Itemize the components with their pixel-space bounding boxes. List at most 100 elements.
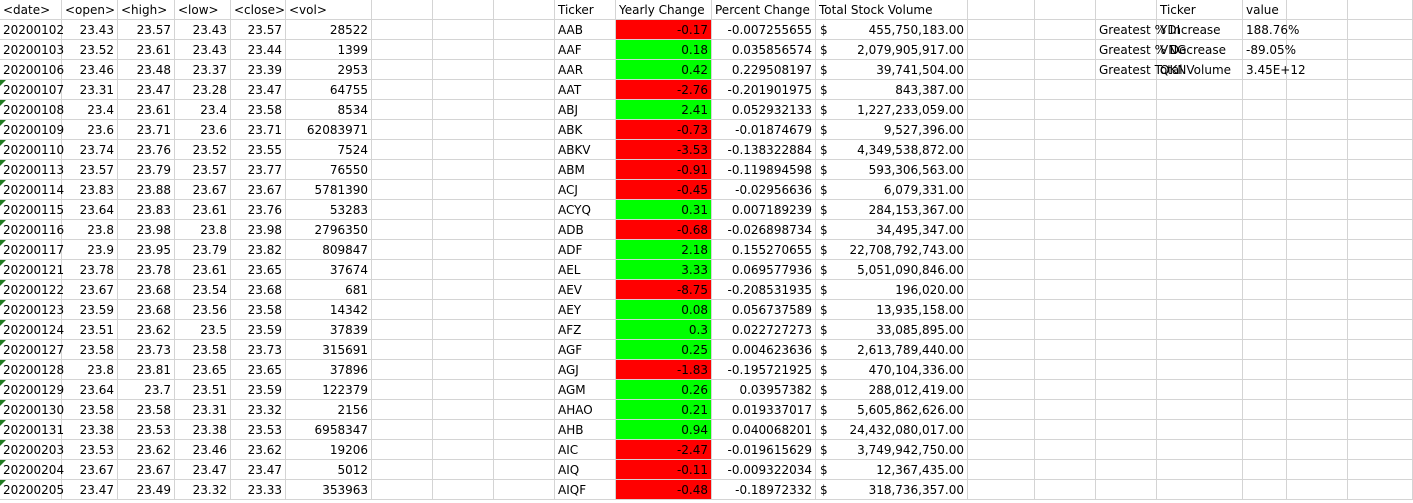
empty-cell[interactable] — [1157, 360, 1243, 380]
stock-value-cell[interactable]: 23.58 — [231, 100, 286, 120]
empty-cell[interactable] — [968, 280, 1035, 300]
date-cell[interactable]: 20200113 — [0, 160, 64, 180]
stock-value-cell[interactable]: 23.71 — [118, 120, 175, 140]
empty-cell[interactable] — [1348, 480, 1413, 500]
stock-value-cell[interactable]: 23.65 — [231, 260, 286, 280]
percent-change-cell[interactable]: -0.026898734 — [712, 220, 816, 240]
total-volume-cell[interactable]: 3,749,942,750.00 $ — [816, 440, 968, 460]
empty-cell[interactable] — [433, 220, 494, 240]
stock-value-cell[interactable]: 23.78 — [118, 260, 175, 280]
greatest-label-cell[interactable]: Greatest % Increase — [1096, 20, 1221, 40]
date-cell[interactable]: 20200117 — [0, 240, 64, 260]
empty-cell[interactable] — [1096, 120, 1157, 140]
empty-cell[interactable] — [968, 160, 1035, 180]
total-volume-cell[interactable]: 4,349,538,872.00 $ — [816, 140, 968, 160]
empty-cell[interactable] — [1035, 60, 1096, 80]
stock-value-cell[interactable]: 7524 — [286, 140, 372, 160]
date-cell[interactable]: 20200205 — [0, 480, 64, 500]
empty-cell[interactable] — [372, 400, 433, 420]
stock-value-cell[interactable]: 23.47 — [175, 460, 231, 480]
empty-cell[interactable] — [1035, 460, 1096, 480]
empty-cell[interactable] — [1287, 480, 1348, 500]
date-cell[interactable]: 20200123 — [0, 300, 64, 320]
empty-cell[interactable] — [372, 100, 433, 120]
stock-value-cell[interactable]: 23.64 — [62, 200, 118, 220]
stock-value-cell[interactable]: 23.73 — [231, 340, 286, 360]
empty-cell[interactable] — [1096, 160, 1157, 180]
empty-cell[interactable] — [1035, 280, 1096, 300]
empty-cell[interactable] — [1348, 40, 1413, 60]
date-cell[interactable]: 20200122 — [0, 280, 64, 300]
total-volume-cell[interactable]: 288,012,419.00 $ — [816, 380, 968, 400]
empty-cell[interactable] — [1348, 120, 1413, 140]
empty-cell[interactable] — [494, 380, 555, 400]
stock-value-cell[interactable]: 23.68 — [118, 280, 175, 300]
greatest-value-cell[interactable]: -89.05% — [1243, 40, 1296, 60]
yearly-change-cell[interactable]: 0.25 — [616, 340, 712, 360]
empty-cell[interactable] — [968, 180, 1035, 200]
empty-cell[interactable] — [968, 360, 1035, 380]
empty-cell[interactable] — [1157, 420, 1243, 440]
empty-cell[interactable] — [1096, 300, 1157, 320]
empty-cell[interactable] — [1348, 140, 1413, 160]
stock-value-cell[interactable]: 23.7 — [118, 380, 175, 400]
empty-cell[interactable] — [1243, 80, 1287, 100]
yearly-change-cell[interactable]: -2.76 — [616, 80, 712, 100]
empty-cell[interactable] — [968, 380, 1035, 400]
total-volume-cell[interactable]: 12,367,435.00 $ — [816, 460, 968, 480]
percent-change-cell[interactable]: 0.03957382 — [712, 380, 816, 400]
empty-cell[interactable] — [372, 280, 433, 300]
empty-cell[interactable] — [372, 80, 433, 100]
percent-change-cell[interactable]: -0.007255655 — [712, 20, 816, 40]
yearly-change-cell[interactable]: -0.45 — [616, 180, 712, 200]
percent-change-cell[interactable]: -0.01874679 — [712, 120, 816, 140]
empty-cell[interactable] — [494, 180, 555, 200]
empty-cell[interactable] — [1096, 480, 1157, 500]
empty-cell[interactable] — [433, 420, 494, 440]
stock-value-cell[interactable]: 23.71 — [231, 120, 286, 140]
stock-value-cell[interactable]: 23.4 — [62, 100, 118, 120]
yearly-change-cell[interactable]: -0.48 — [616, 480, 712, 500]
empty-cell[interactable] — [1348, 400, 1413, 420]
empty-cell[interactable] — [372, 120, 433, 140]
empty-cell[interactable] — [1243, 320, 1287, 340]
empty-cell[interactable] — [1035, 240, 1096, 260]
empty-cell[interactable] — [1096, 340, 1157, 360]
empty-cell[interactable] — [968, 240, 1035, 260]
empty-cell[interactable] — [494, 100, 555, 120]
date-cell[interactable]: 20200115 — [0, 200, 64, 220]
empty-cell[interactable] — [494, 400, 555, 420]
empty-cell[interactable] — [1035, 420, 1096, 440]
yearly-change-cell[interactable]: -0.91 — [616, 160, 712, 180]
ticker-cell[interactable]: AAB — [555, 20, 616, 40]
empty-cell[interactable] — [1157, 440, 1243, 460]
total-volume-cell[interactable]: 1,227,233,059.00 $ — [816, 100, 968, 120]
empty-cell[interactable] — [1157, 80, 1243, 100]
empty-cell[interactable] — [1348, 460, 1413, 480]
empty-cell[interactable] — [1287, 40, 1348, 60]
date-cell[interactable]: 20200114 — [0, 180, 64, 200]
empty-cell[interactable] — [1287, 420, 1348, 440]
empty-cell[interactable] — [494, 60, 555, 80]
percent-change-cell[interactable]: 0.052932133 — [712, 100, 816, 120]
empty-cell[interactable] — [433, 20, 494, 40]
empty-cell[interactable] — [494, 20, 555, 40]
yearly-change-cell[interactable]: -1.83 — [616, 360, 712, 380]
stock-value-cell[interactable]: 23.62 — [118, 440, 175, 460]
empty-cell[interactable] — [968, 400, 1035, 420]
ticker-cell[interactable]: ACYQ — [555, 200, 616, 220]
stock-value-cell[interactable]: 37674 — [286, 260, 372, 280]
empty-cell[interactable] — [968, 320, 1035, 340]
percent-change-cell[interactable]: 0.035856574 — [712, 40, 816, 60]
stock-value-cell[interactable]: 23.65 — [231, 360, 286, 380]
empty-cell[interactable] — [1035, 0, 1096, 20]
yearly-change-cell[interactable]: -0.11 — [616, 460, 712, 480]
yearly-change-cell[interactable]: 0.42 — [616, 60, 712, 80]
total-volume-cell[interactable]: 5,051,090,846.00 $ — [816, 260, 968, 280]
empty-cell[interactable] — [1035, 160, 1096, 180]
empty-cell[interactable] — [1035, 340, 1096, 360]
stock-value-cell[interactable]: 28522 — [286, 20, 372, 40]
empty-cell[interactable] — [1035, 360, 1096, 380]
percent-change-cell[interactable]: 0.004623636 — [712, 340, 816, 360]
date-cell[interactable]: 20200109 — [0, 120, 64, 140]
